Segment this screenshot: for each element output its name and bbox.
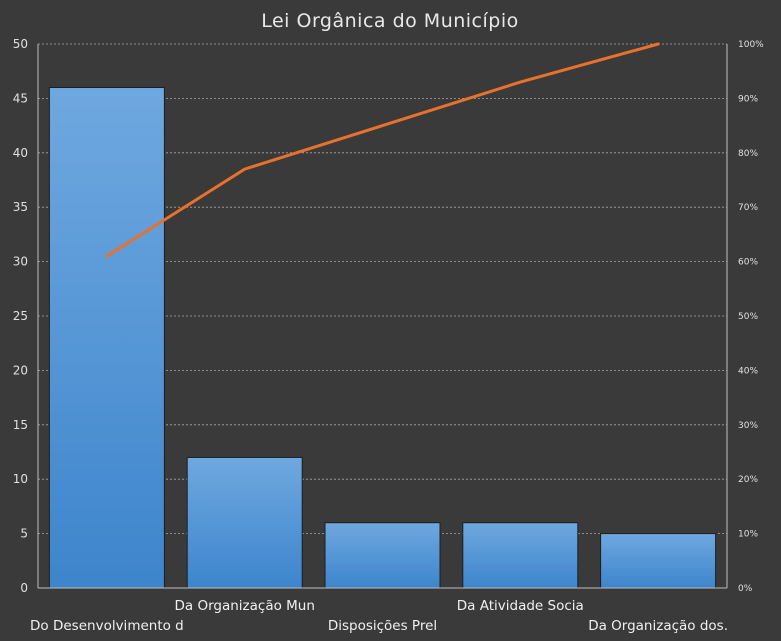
y-tick-label: 35 xyxy=(13,200,28,214)
bar xyxy=(462,522,579,589)
chart-title: Lei Orgânica do Município xyxy=(261,10,519,32)
line-layer xyxy=(105,42,660,258)
y2-tick-label: 90% xyxy=(738,94,758,104)
bar xyxy=(324,522,441,589)
y-tick-label: 15 xyxy=(13,418,28,432)
y2-tick-label: 20% xyxy=(738,475,758,485)
bar xyxy=(186,456,303,589)
axis-layer xyxy=(37,44,728,589)
y2-tick-label: 50% xyxy=(738,312,758,322)
y2-tick-label: 80% xyxy=(738,149,758,159)
label-layer: 0 5 10 15 20 25 30 35 40 45 50 0% 10% 20% 30% 40% 50% 60%… xyxy=(13,37,764,634)
y2-tick-label: 40% xyxy=(738,366,758,376)
cumulative-line xyxy=(105,42,660,258)
y-tick-label: 30 xyxy=(13,255,28,269)
y-tick-label: 40 xyxy=(13,146,28,160)
y-tick-label: 45 xyxy=(13,91,28,105)
y2-tick-label: 0% xyxy=(738,584,753,594)
x-tick-label: Da Organização dos. xyxy=(588,618,728,634)
y2-tick-label: 70% xyxy=(738,203,758,213)
x-tick-label: Do Desenvolvimento d xyxy=(30,618,184,634)
bar xyxy=(48,87,165,589)
bar xyxy=(600,533,717,589)
y2-tick-label: 10% xyxy=(738,530,758,540)
y-tick-label: 50 xyxy=(13,37,28,51)
bar-layer xyxy=(48,87,717,589)
y2-tick-label: 100% xyxy=(738,40,764,50)
y-tick-label: 5 xyxy=(20,527,28,541)
x-tick-label: Da Atividade Socia xyxy=(457,598,584,614)
y2-tick-label: 30% xyxy=(738,421,758,431)
y2-tick-label: 60% xyxy=(738,258,758,268)
y-tick-label: 20 xyxy=(13,363,28,377)
x-tick-label: Da Organização Mun xyxy=(174,598,314,614)
y-tick-label: 25 xyxy=(13,309,28,323)
x-tick-label: Disposições Prel xyxy=(328,618,437,634)
y-tick-label: 10 xyxy=(13,472,28,486)
y-tick-label: 0 xyxy=(20,581,28,595)
